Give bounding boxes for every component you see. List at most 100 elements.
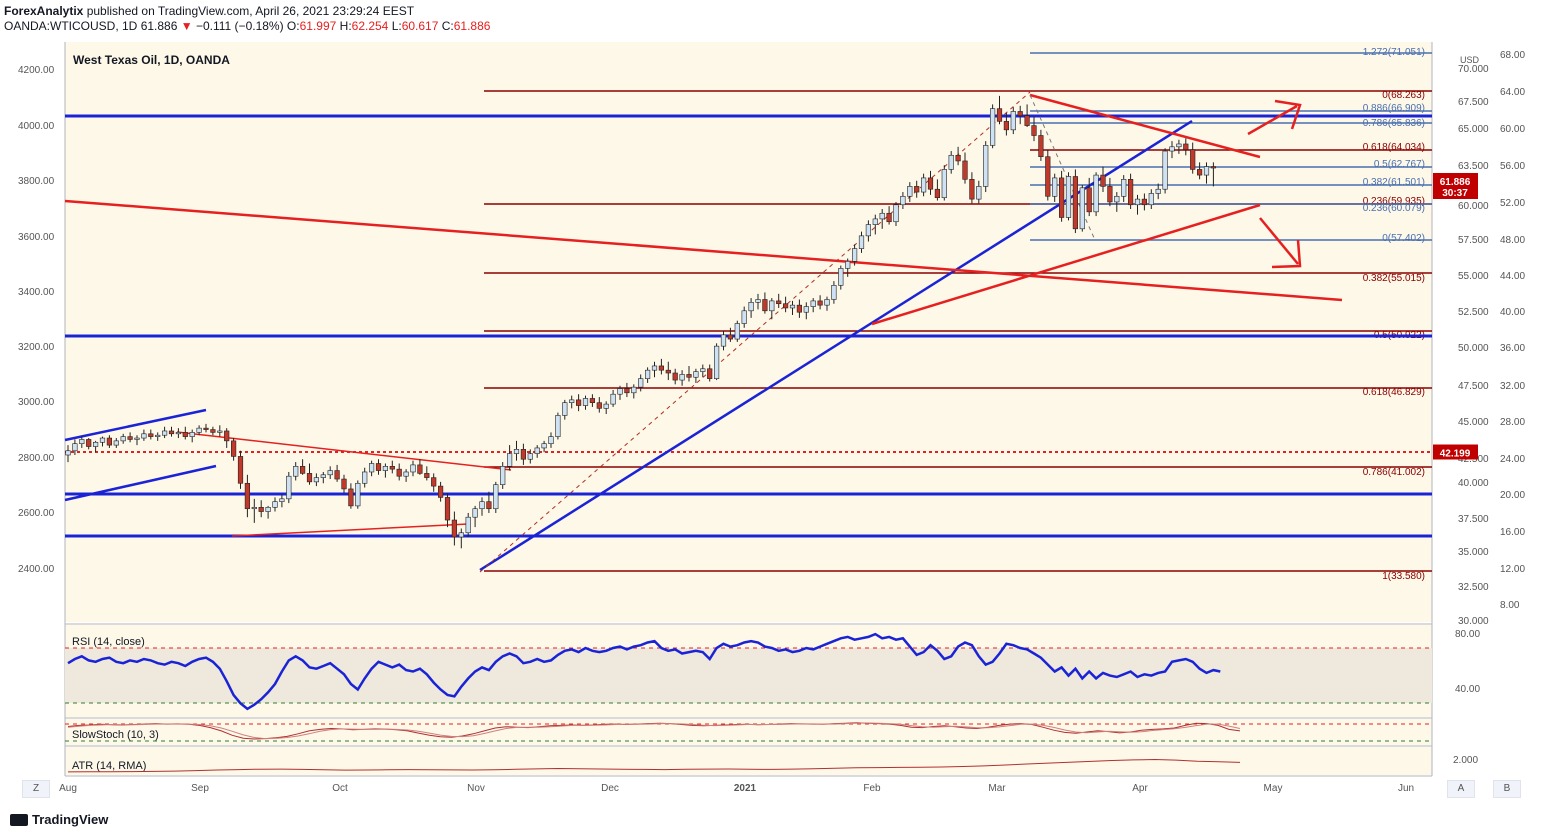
zoom-button[interactable]: Z [22, 780, 50, 798]
candle-body [113, 440, 119, 446]
atr-label: ATR (14, RMA) [72, 760, 146, 772]
candle-body [1121, 179, 1127, 197]
candle-body [237, 456, 244, 484]
candle-body [631, 386, 637, 394]
candle-body [693, 371, 699, 378]
blue-channel-lower [64, 464, 217, 502]
fib-level-label: 0(68.263) [1382, 90, 1425, 101]
candle-body [410, 464, 416, 473]
candle-body [1045, 156, 1051, 197]
candle-body [534, 447, 540, 454]
candle-body [727, 334, 733, 340]
red-wedge-lower [231, 523, 469, 537]
candle-body [127, 436, 133, 440]
candle-body [624, 388, 630, 394]
candle-body [741, 310, 747, 324]
right-axis-tick-label: 57.500 [1458, 235, 1489, 246]
candle-body [293, 466, 299, 477]
candle-body [286, 475, 292, 500]
log-scale-button[interactable]: B [1493, 780, 1521, 798]
candle-body [1052, 177, 1058, 197]
candle-body [762, 299, 768, 312]
candle-body [1107, 186, 1113, 203]
candle-body [86, 439, 92, 447]
candle-body [776, 300, 782, 305]
candle-body [65, 450, 71, 456]
candle-body [886, 212, 892, 223]
right-axis-tick-label: 30.000 [1458, 616, 1489, 627]
candle-body [334, 470, 340, 480]
candle-body [313, 477, 320, 483]
change-down-icon: ▼ [180, 19, 193, 33]
candle-body [417, 464, 423, 474]
candle-body [368, 463, 375, 473]
open-value: 61.997 [299, 19, 337, 33]
candle-body [1128, 179, 1134, 206]
fib-level-label: 0.382(55.015) [1363, 273, 1425, 284]
candle-body [120, 436, 126, 442]
candle-body [845, 261, 851, 269]
candle-body [348, 488, 354, 507]
candle-body [575, 399, 582, 406]
candle-body [1162, 150, 1168, 190]
right-axis-tick-label: 35.000 [1458, 547, 1489, 558]
candle-body [382, 466, 389, 471]
scenario-arrow-head [1274, 99, 1302, 130]
candle-body [299, 466, 306, 474]
candle-body [258, 507, 264, 512]
published-text: published on TradingView.com, April 26, … [86, 4, 415, 18]
candle-body [907, 186, 913, 197]
right-axis-tick-label: 45.000 [1458, 417, 1489, 428]
candle-body [803, 306, 809, 313]
candle-body [555, 415, 561, 437]
candle-body [996, 108, 1003, 122]
right-axis-tick-label: 37.500 [1458, 514, 1489, 525]
auto-scale-button[interactable]: A [1447, 780, 1475, 798]
right-axis-tick-label: 63.500 [1458, 161, 1489, 172]
candle-body [755, 299, 761, 303]
candle-body [72, 443, 78, 452]
stoch-d-line [67, 722, 1241, 740]
candle-body [955, 154, 961, 162]
right-axis-tick-label: 65.000 [1458, 124, 1489, 135]
red-triangle-lower [871, 203, 1261, 326]
candle-body [707, 368, 713, 379]
candle-body [196, 427, 202, 433]
tradingview-logo-icon [10, 813, 28, 826]
candle-body [838, 268, 844, 286]
candle-body [789, 304, 796, 309]
candle-body [1017, 111, 1023, 117]
right-axis-tick-label: 60.00 [1500, 124, 1525, 135]
candle-body [665, 369, 671, 374]
rsi-level-label: 40.00 [1455, 684, 1480, 695]
right-axis-tick-label: 44.00 [1500, 271, 1525, 282]
candle-body [1169, 146, 1175, 152]
candle-body [796, 304, 802, 313]
candle-body [486, 501, 492, 510]
fib-level-label: 1.272(71.051) [1363, 47, 1425, 58]
x-axis-tick-label: Mar [988, 783, 1006, 794]
candle-body [941, 169, 947, 199]
fib-level-label: 0.618(64.034) [1363, 142, 1425, 153]
candle-body [1190, 149, 1196, 170]
candle-body [1093, 174, 1099, 213]
fib-level-label: 0.236(59.935) [1363, 196, 1425, 207]
fib-dashed-connector [1029, 94, 1096, 241]
x-axis-tick-label: Oct [332, 783, 348, 794]
candle-body [617, 388, 623, 395]
candle-body [1010, 111, 1016, 131]
right-axis-tick-label: 50.000 [1458, 343, 1489, 354]
candle-body [1141, 198, 1147, 206]
red-triangle-upper [1029, 93, 1261, 159]
candle-body [810, 300, 816, 307]
candle-body [465, 516, 471, 534]
candle-body [500, 466, 506, 485]
atr-level-label: 2.000 [1453, 755, 1478, 766]
fib-level-label: 0.236(60.079) [1363, 203, 1425, 214]
left-axis-tick-label: 4200.00 [18, 65, 55, 76]
candle-body [858, 235, 865, 249]
candle-body [224, 430, 230, 442]
candle-body [306, 473, 313, 483]
fib-level-label: 0.618(46.829) [1363, 387, 1425, 398]
